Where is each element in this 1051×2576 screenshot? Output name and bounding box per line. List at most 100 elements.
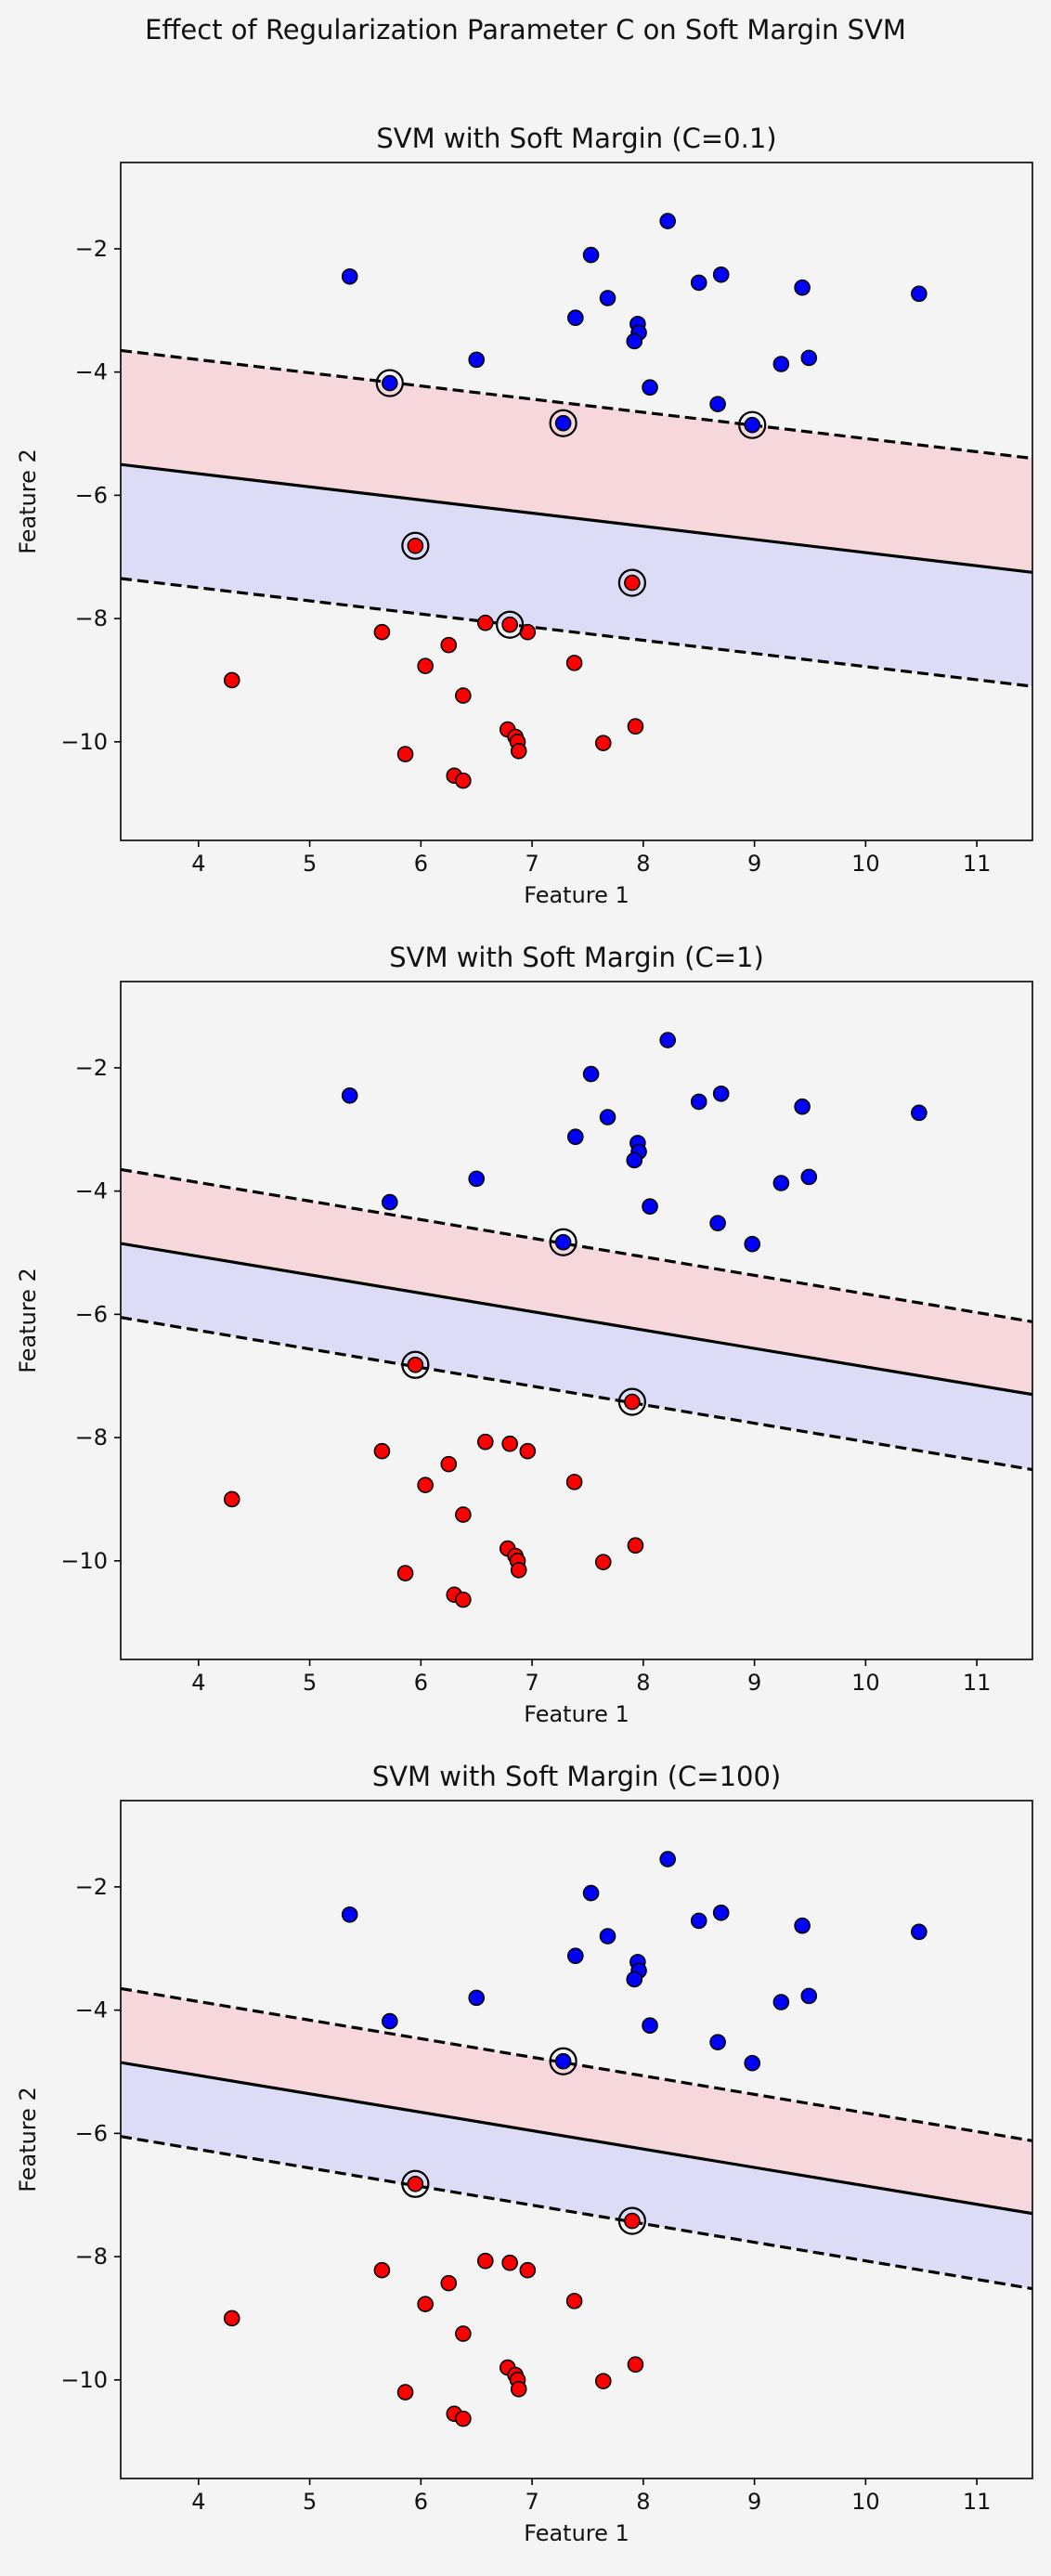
data-point (554, 2052, 572, 2070)
data-point (709, 2034, 726, 2050)
data-point (373, 623, 391, 641)
y-tick-label: −2 (75, 1874, 108, 1900)
support-vector-ring (617, 2206, 646, 2235)
data-point (510, 742, 527, 760)
data-point (794, 1917, 811, 1934)
data-point (659, 1032, 677, 1048)
support-vectors (375, 369, 767, 639)
data-point (341, 1086, 358, 1104)
data-point (772, 356, 790, 372)
x-tick-label: 9 (747, 1670, 761, 1696)
data-point (582, 246, 600, 264)
support-vector-ring (375, 369, 404, 397)
support-vector-ring (549, 2047, 577, 2075)
y-tick-label: −2 (75, 236, 108, 262)
data-point (567, 309, 584, 327)
axes-frame (120, 981, 1033, 1660)
data-point (599, 1928, 616, 1945)
subplot-title: SVM with Soft Margin (C=1) (389, 942, 764, 973)
support-vectors (401, 2047, 646, 2235)
data-point (407, 1356, 424, 1373)
data-point (659, 213, 677, 229)
series-class-1 (341, 1851, 928, 2072)
axes-frame (120, 162, 1033, 841)
data-point (594, 735, 612, 751)
data-point (911, 1923, 928, 1941)
x-tick-label: 11 (963, 851, 992, 877)
data-point (582, 1884, 600, 1902)
data-point (554, 1233, 572, 1251)
subplot-title: SVM with Soft Margin (C=0.1) (376, 123, 776, 154)
data-point (642, 379, 658, 397)
support-vector-ring (738, 410, 767, 439)
y-tick-label: −8 (75, 605, 108, 631)
data-point (476, 614, 494, 631)
data-point (565, 655, 583, 671)
data-point (223, 671, 240, 689)
data-point (382, 2012, 398, 2030)
y-tick-label: −2 (75, 1055, 108, 1081)
x-tick-label: 9 (747, 851, 761, 877)
x-tick-label: 10 (851, 1670, 880, 1696)
x-tick-label: 8 (636, 2489, 650, 2515)
data-point (794, 1098, 811, 1115)
margin-region-positive (121, 350, 1032, 573)
plot-area (121, 213, 1032, 789)
data-point (455, 772, 472, 789)
support-vector-ring (401, 2169, 430, 2198)
margin-region-negative (121, 464, 1032, 687)
data-point (455, 2325, 472, 2342)
data-point (440, 1455, 458, 1473)
data-point (690, 1912, 707, 1930)
y-tick-label: −4 (75, 359, 108, 385)
y-axis-label: Feature 2 (15, 2087, 41, 2192)
x-tick-label: 9 (747, 2489, 761, 2515)
support-vector-ring (496, 610, 525, 639)
plot-area (121, 1032, 1032, 1608)
y-tick-label: −8 (75, 1425, 108, 1451)
data-point (501, 616, 518, 633)
y-axis-label: Feature 2 (15, 449, 41, 554)
data-point (567, 1128, 584, 1146)
data-point (626, 332, 643, 350)
data-point (800, 1168, 818, 1186)
data-point (800, 1987, 818, 2005)
y-tick-label: −10 (60, 729, 108, 755)
y-tick-label: −4 (75, 1178, 108, 1204)
data-point (476, 2252, 494, 2270)
support-vector-ring (549, 1228, 577, 1256)
x-axis-label: Feature 1 (524, 1701, 629, 1727)
support-vector-ring (401, 531, 430, 560)
plot-area (121, 1851, 1032, 2427)
x-tick-label: 4 (191, 851, 205, 877)
data-point (455, 687, 472, 704)
data-point (690, 274, 707, 292)
decision-boundary-line (121, 462, 1032, 574)
data-point (712, 1085, 730, 1102)
data-point (582, 1065, 600, 1083)
x-tick-label: 4 (191, 1670, 205, 1696)
data-point (624, 1393, 641, 1411)
subplot-3: 4 5 6 7 8 9 10 11 −2 −4 −6 −8 −10 SVM with Soft Margi… (15, 1761, 1033, 2546)
data-point (565, 2293, 583, 2309)
subplot-title: SVM with Soft Margin (C=100) (372, 1761, 781, 1792)
data-point (554, 414, 572, 432)
axes-frame (120, 1800, 1033, 2479)
data-point (627, 718, 644, 735)
data-point (659, 1851, 677, 1867)
x-axis-label: Feature 1 (524, 2520, 629, 2546)
x-tick-label: 6 (414, 851, 428, 877)
data-point (455, 2410, 472, 2427)
data-point (772, 1175, 790, 1191)
data-point (567, 1947, 584, 1965)
data-point (476, 1433, 494, 1451)
x-tick-label: 5 (303, 1670, 317, 1696)
x-tick-label: 7 (525, 851, 538, 877)
support-vectors (401, 1228, 646, 1416)
data-point (794, 279, 811, 296)
data-point (440, 636, 458, 654)
data-point (440, 2274, 458, 2292)
data-point (510, 1561, 527, 1579)
series-class-1 (341, 1032, 928, 1253)
